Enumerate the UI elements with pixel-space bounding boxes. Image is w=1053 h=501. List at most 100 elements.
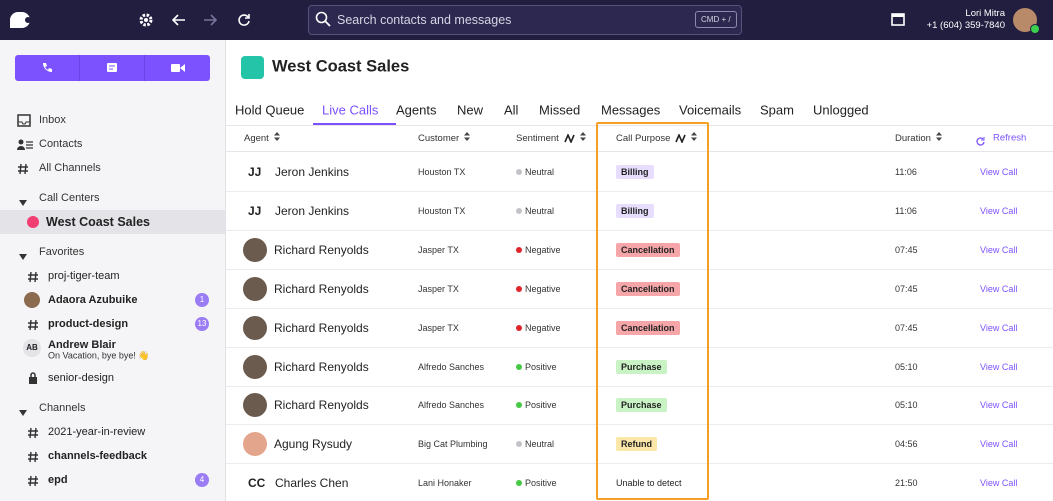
nav-item[interactable]: Inbox [39,114,66,126]
view-call-link[interactable]: View Call [980,322,1018,333]
customer: Jasper TX [418,283,459,294]
customer: Houston TX [418,167,466,177]
call-button[interactable] [41,62,53,74]
view-call-link[interactable]: View Call [980,205,1018,216]
view-call-link[interactable]: View Call [980,244,1018,255]
search-icon [315,11,331,27]
sidebar-item[interactable]: proj-tiger-team [48,270,120,282]
shortcut-hint: CMD + / [695,11,737,28]
row-rule [226,191,1053,192]
nav-item[interactable]: Contacts [39,138,83,150]
section-caret [19,404,27,422]
row-rule [226,385,1053,387]
sort-icon[interactable] [935,132,942,144]
header-text: Sentiment [516,132,559,144]
sidebar-item[interactable]: 2021-year-in-review [48,426,146,438]
call-purpose: Billing [616,203,654,218]
row-rule [226,424,1053,426]
sort-icon[interactable] [579,132,586,144]
view-call-link[interactable]: View Call [980,478,1018,489]
agent-avatar [243,354,267,379]
sidebar-item[interactable]: epd [48,474,68,486]
row-rule [226,268,1053,270]
message-button[interactable] [106,62,118,74]
tab[interactable]: Missed [539,102,581,118]
sentiment-dot [516,285,522,292]
duration: 07:45 [895,283,918,294]
forward-icon[interactable] [203,13,217,27]
user-phone: +1 (604) 359-7840 [926,20,1005,31]
user-name: Lori Mitra [965,8,1005,19]
initials: AB [23,339,41,357]
sidebar-item[interactable]: Andrew Blair [48,339,116,351]
agent-avatar [243,276,267,301]
duration: 04:56 [895,439,918,450]
customer: Jasper TX [418,322,459,333]
sort-icon[interactable] [691,132,698,144]
sidebar-item[interactable]: senior-design [48,372,115,384]
call-purpose: Refund [616,437,657,452]
view-call-link[interactable]: View Call [980,439,1018,450]
tab[interactable]: Live Calls [322,102,379,118]
customer: Jasper TX [418,244,459,255]
sidebar-item[interactable]: channels-feedback [48,450,148,462]
badge: 13 [195,317,209,331]
view-call-link[interactable]: View Call [980,400,1018,411]
view-call-link[interactable]: View Call [980,283,1018,294]
top-bar [0,0,1053,40]
section-title: Favorites [39,246,85,258]
nav-icon [17,114,31,132]
tab[interactable]: Spam [760,102,794,118]
sentiment-dot [516,441,522,448]
duration: 05:10 [895,400,918,411]
agent-name: Jeron Jenkins [275,165,350,179]
ai-icon [675,133,687,143]
nav-icon [17,162,29,180]
tab[interactable]: Agents [396,102,437,118]
tab[interactable]: All [504,102,519,118]
refresh-link[interactable]: Refresh [993,132,1027,144]
view-call-link[interactable]: View Call [980,361,1018,372]
section-title: Channels [39,402,86,414]
channel-dot [27,216,39,228]
sort-icon[interactable] [273,132,280,144]
video-button[interactable] [171,63,185,73]
sentiment-dot [516,363,522,370]
call-purpose: Cancellation [616,320,680,335]
agent-initials: JJ [248,203,262,218]
lock-icon [27,371,39,389]
tab[interactable]: Messages [601,102,661,118]
sentiment-dot [516,169,522,175]
customer: Houston TX [418,205,466,216]
nav-item[interactable]: All Channels [39,162,101,174]
sentiment-dot [516,324,522,331]
tab[interactable]: Hold Queue [235,102,305,118]
tab[interactable]: Unlogged [813,102,869,118]
call-purpose: Billing [616,165,654,179]
nav-icon [17,138,33,156]
view-call-link[interactable]: View Call [980,167,1018,177]
calendar-icon[interactable] [891,11,905,26]
reload-icon[interactable] [237,13,251,27]
customer: Lani Honaker [418,478,472,489]
tab[interactable]: Voicemails [679,102,742,118]
sidebar-item[interactable]: West Coast Sales [46,215,150,229]
tab[interactable]: New [457,102,484,118]
logo [10,12,31,28]
sentiment: Neutral [525,167,555,177]
tab-rule[interactable] [226,125,1053,126]
sentiment-dot [516,480,522,487]
tab-underline[interactable] [313,123,396,125]
settings-icon[interactable] [139,13,153,27]
ai-icon [564,133,575,143]
agent-initials: JJ [248,165,262,179]
search-box[interactable] [308,5,742,35]
call-purpose: Unable to detect [616,478,682,489]
sidebar-item[interactable]: Adaora Azubuike [48,294,138,306]
call-purpose: Purchase [616,359,667,374]
sidebar-item[interactable]: product-design [48,318,129,330]
sort-icon[interactable] [464,132,471,144]
back-icon[interactable] [172,13,186,27]
agent-avatar [243,315,267,340]
customer: Alfredo Sanches [418,400,485,411]
